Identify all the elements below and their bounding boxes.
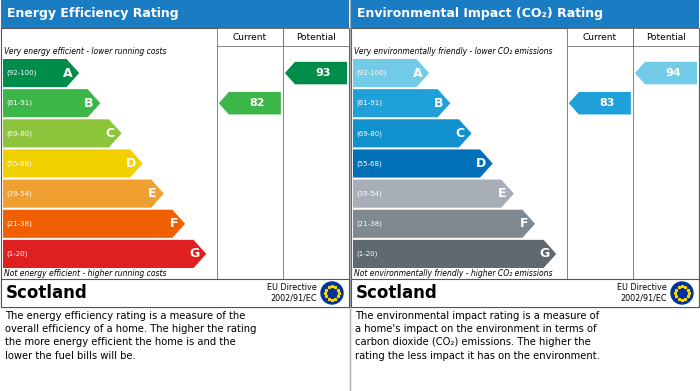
Text: 83: 83 xyxy=(599,98,615,108)
Text: The energy efficiency rating is a measure of the
overall efficiency of a home. T: The energy efficiency rating is a measur… xyxy=(5,311,256,361)
Polygon shape xyxy=(3,240,206,268)
Text: (55-68): (55-68) xyxy=(6,160,32,167)
Text: Current: Current xyxy=(583,32,617,41)
Text: G: G xyxy=(190,248,200,260)
Bar xyxy=(633,28,699,46)
Polygon shape xyxy=(3,210,185,238)
Polygon shape xyxy=(353,89,450,117)
Polygon shape xyxy=(285,62,347,84)
Text: Not energy efficient - higher running costs: Not energy efficient - higher running co… xyxy=(4,269,167,278)
Text: D: D xyxy=(476,157,486,170)
Text: D: D xyxy=(126,157,136,170)
Polygon shape xyxy=(3,179,164,208)
Polygon shape xyxy=(569,92,631,115)
Text: The environmental impact rating is a measure of
a home's impact on the environme: The environmental impact rating is a mea… xyxy=(355,311,600,361)
Text: F: F xyxy=(519,217,528,230)
Text: EU Directive
2002/91/EC: EU Directive 2002/91/EC xyxy=(617,283,667,303)
Text: Very energy efficient - lower running costs: Very energy efficient - lower running co… xyxy=(4,47,167,56)
Text: (81-91): (81-91) xyxy=(6,100,32,106)
Text: Not environmentally friendly - higher CO₂ emissions: Not environmentally friendly - higher CO… xyxy=(354,269,552,278)
Text: F: F xyxy=(169,217,178,230)
Text: (1-20): (1-20) xyxy=(6,251,27,257)
Text: (21-38): (21-38) xyxy=(356,221,382,227)
Text: Scotland: Scotland xyxy=(356,284,438,302)
Text: A: A xyxy=(413,66,423,80)
Text: C: C xyxy=(106,127,115,140)
Text: Environmental Impact (CO₂) Rating: Environmental Impact (CO₂) Rating xyxy=(357,7,603,20)
Text: Very environmentally friendly - lower CO₂ emissions: Very environmentally friendly - lower CO… xyxy=(354,47,552,56)
Text: B: B xyxy=(84,97,94,110)
Bar xyxy=(351,279,699,307)
Text: (21-38): (21-38) xyxy=(6,221,32,227)
Polygon shape xyxy=(353,210,535,238)
Polygon shape xyxy=(3,59,79,87)
Text: (1-20): (1-20) xyxy=(356,251,377,257)
Bar xyxy=(1,0,349,28)
Polygon shape xyxy=(3,89,100,117)
Polygon shape xyxy=(353,179,514,208)
Bar xyxy=(217,28,283,46)
Text: Scotland: Scotland xyxy=(6,284,88,302)
Text: (92-100): (92-100) xyxy=(356,70,386,76)
Polygon shape xyxy=(353,149,493,178)
Polygon shape xyxy=(353,240,556,268)
Text: (69-80): (69-80) xyxy=(6,130,32,136)
Text: (81-91): (81-91) xyxy=(356,100,382,106)
Text: (92-100): (92-100) xyxy=(6,70,36,76)
Polygon shape xyxy=(635,62,697,84)
Text: Potential: Potential xyxy=(646,32,686,41)
Bar xyxy=(1,28,349,307)
Bar xyxy=(1,279,349,307)
Text: Current: Current xyxy=(233,32,267,41)
Text: Potential: Potential xyxy=(296,32,336,41)
Text: (39-54): (39-54) xyxy=(356,190,382,197)
Text: 82: 82 xyxy=(249,98,265,108)
Polygon shape xyxy=(353,119,472,147)
Text: E: E xyxy=(498,187,507,200)
Text: E: E xyxy=(148,187,157,200)
Text: C: C xyxy=(456,127,465,140)
Bar xyxy=(351,0,699,28)
Text: EU Directive
2002/91/EC: EU Directive 2002/91/EC xyxy=(267,283,317,303)
Text: 93: 93 xyxy=(315,68,331,78)
Polygon shape xyxy=(353,59,429,87)
Polygon shape xyxy=(3,149,143,178)
Bar xyxy=(567,28,633,46)
Bar xyxy=(351,28,699,307)
Circle shape xyxy=(321,282,343,304)
Text: B: B xyxy=(434,97,444,110)
Text: G: G xyxy=(540,248,550,260)
Text: A: A xyxy=(63,66,73,80)
Text: (55-68): (55-68) xyxy=(356,160,382,167)
Circle shape xyxy=(671,282,693,304)
Text: (39-54): (39-54) xyxy=(6,190,32,197)
Bar xyxy=(283,28,349,46)
Text: 94: 94 xyxy=(665,68,681,78)
Polygon shape xyxy=(219,92,281,115)
Polygon shape xyxy=(3,119,122,147)
Text: Energy Efficiency Rating: Energy Efficiency Rating xyxy=(7,7,178,20)
Text: (69-80): (69-80) xyxy=(356,130,382,136)
